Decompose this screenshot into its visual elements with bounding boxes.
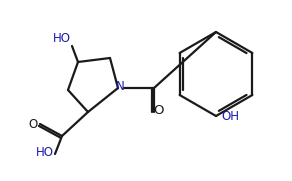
Text: OH: OH <box>221 110 239 123</box>
Text: O: O <box>154 104 164 117</box>
Text: O: O <box>28 119 38 132</box>
Text: HO: HO <box>53 33 71 45</box>
Text: N: N <box>116 81 124 94</box>
Text: HO: HO <box>36 146 54 159</box>
